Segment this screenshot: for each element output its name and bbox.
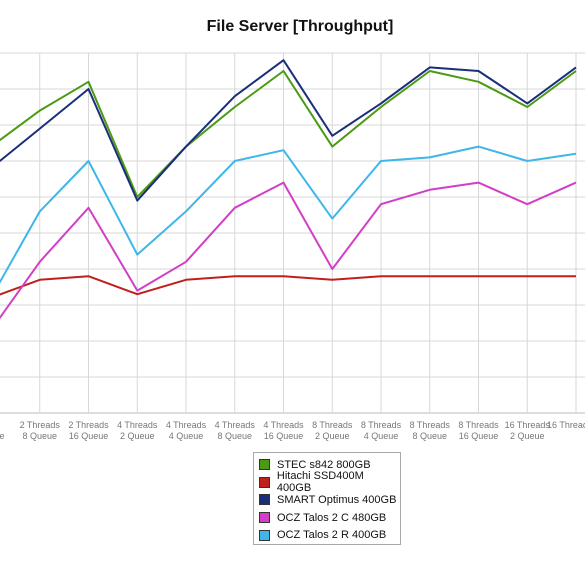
legend-swatch [259,476,270,488]
legend-item: SMART Optimus 400GB [259,491,400,509]
x-tick-label: 16 Threads [505,420,551,430]
x-tick-label: 4 Queue [364,431,399,441]
legend-item: OCZ Talos 2 C 480GB [259,509,400,527]
legend-item: Hitachi SSD400M 400GB [259,470,400,494]
legend-label: OCZ Talos 2 R 400GB [277,529,387,542]
x-tick-label: 8 Threads [410,420,451,430]
legend: STEC s842 800GB Hitachi SSD400M 400GB SMAR… [253,452,401,545]
x-tick-label: 16 Queue [264,431,304,441]
legend-label: STEC s842 800GB [277,458,371,471]
x-tick-label: 16 Queue [69,431,109,441]
legend-swatch [259,512,270,524]
series-lines [0,59,577,320]
x-tick-label: 8 Queue [217,431,252,441]
x-tick-label: 4 Threads [263,420,304,430]
x-tick-label: 16 Queue [459,431,499,441]
x-tick-label: 4 Queue [169,431,204,441]
legend-swatch [259,529,270,541]
x-tick-label: 8 Threads [312,420,353,430]
x-tick-label: 2 Queue [315,431,350,441]
x-tick-label: 2 Queue [510,431,545,441]
legend-item: OCZ Talos 2 R 400GB [259,526,400,544]
series-line-1 [0,70,577,198]
x-tick-label: 2 Threads [68,420,109,430]
x-tick-label: 4 Threads [117,420,158,430]
x-tick-label: Queue [0,431,5,441]
x-tick-label: 2 Queue [120,431,155,441]
x-tick-label: 2 Threads [20,420,61,430]
x-tick-label: 16 Threads 16 [547,420,585,430]
chart-title: File Server [Throughput] [206,18,394,35]
series-line-4 [0,181,577,320]
series-line-2 [0,275,576,296]
x-tick-label: 8 Queue [22,431,57,441]
legend-swatch [259,459,270,471]
legend-label: OCZ Talos 2 C 480GB [277,511,387,524]
legend-label: SMART Optimus 400GB [277,493,397,506]
legend-label: Hitachi SSD400M 400GB [276,470,364,495]
legend-swatch [259,494,270,506]
legend-item: STEC s842 800GB [259,456,400,474]
x-tick-label: 8 Queue [412,431,447,441]
series-line-3 [0,59,577,202]
series-line-5 [0,145,577,284]
x-tick-label: 4 Threads [166,420,207,430]
grid [0,52,585,414]
x-tick-label: 4 Threads [215,420,256,430]
x-tick-label: 8 Threads [361,420,402,430]
x-tick-label: 8 Threads [458,420,499,430]
